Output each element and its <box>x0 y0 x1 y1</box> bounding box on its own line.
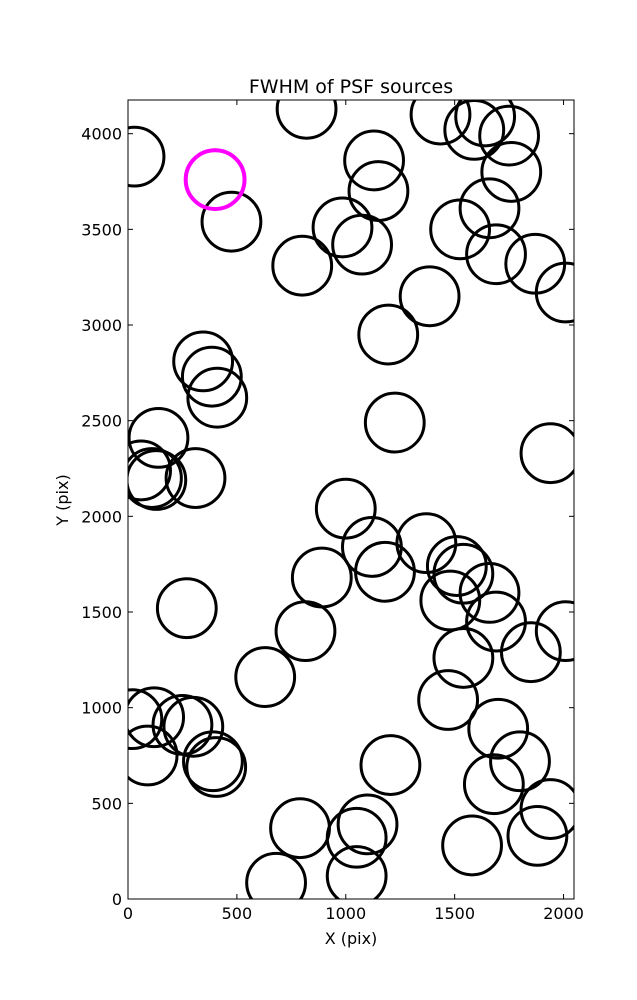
psf-source-marker <box>180 345 243 408</box>
psf-source-marker <box>274 600 337 663</box>
psf-source-marker <box>275 100 338 140</box>
y-tick-label: 1000 <box>81 699 122 718</box>
x-axis-label: X (pix) <box>325 929 378 948</box>
psf-source-marker <box>398 265 461 328</box>
psf-source-marker <box>164 447 227 509</box>
psf-source-marker <box>425 535 488 597</box>
psf-source-marker <box>331 213 394 276</box>
x-tick-label: 0 <box>123 904 133 923</box>
psf-source-marker <box>128 724 179 787</box>
psf-source-marker <box>363 391 426 454</box>
y-tick-label: 4000 <box>81 125 122 144</box>
psf-source-marker <box>395 512 458 575</box>
psf-source-marker <box>489 730 551 793</box>
psf-source-marker <box>343 129 405 192</box>
psf-source-marker <box>467 697 530 760</box>
psf-source-marker <box>290 546 353 609</box>
psf-source-marker <box>182 730 244 793</box>
psf-source-marker <box>234 646 297 708</box>
psf-source-marker <box>347 160 410 222</box>
y-tick-label: 2500 <box>81 412 122 431</box>
y-tick-label: 3500 <box>81 220 122 239</box>
psf-source-marker <box>506 804 569 867</box>
psf-source-marker <box>441 814 503 877</box>
x-tick-label: 500 <box>222 904 253 923</box>
y-tick-label: 1500 <box>81 603 122 622</box>
x-tick-label: 2000 <box>543 904 584 923</box>
psf-source-marker <box>325 845 388 899</box>
psf-source-marker <box>128 439 172 502</box>
psf-source-marker <box>185 736 248 798</box>
psf-source-marker <box>128 125 166 188</box>
psf-source-marker <box>245 851 307 899</box>
y-tick-label: 0 <box>112 890 122 909</box>
psf-source-marker <box>417 669 480 731</box>
psf-source-marker <box>128 688 164 751</box>
psf-source-marker <box>465 223 527 286</box>
psf-source-marker <box>128 407 190 469</box>
highlighted-source-marker <box>183 148 247 211</box>
psf-source-marker <box>186 366 249 429</box>
x-tick-label: 1500 <box>434 904 475 923</box>
psf-source-marker <box>465 590 527 653</box>
psf-source-marker <box>314 477 377 540</box>
x-tick-label: 1000 <box>325 904 366 923</box>
psf-source-marker <box>409 100 472 146</box>
psf-source-marker <box>200 190 263 253</box>
psf-source-marker <box>271 234 334 297</box>
y-axis-label: Y (pix) <box>53 474 72 526</box>
psf-source-marker <box>128 449 188 511</box>
psf-source-marker <box>357 303 420 366</box>
psf-source-marker <box>325 806 388 869</box>
psf-source-marker <box>128 686 186 749</box>
psf-source-marker <box>336 793 399 856</box>
psf-source-marker <box>519 778 574 840</box>
psf-source-marker <box>519 422 574 485</box>
psf-source-marker <box>311 196 374 259</box>
psf-source-marker <box>480 141 543 203</box>
psf-source-marker <box>429 198 492 261</box>
psf-source-marker <box>162 695 225 758</box>
y-axis: 0 500 1000 1500 2000 2500 3000 3500 4000 <box>81 125 574 909</box>
psf-source-marker <box>432 627 495 689</box>
psf-source-marker <box>155 577 218 640</box>
chart-title: FWHM of PSF sources <box>249 76 453 98</box>
psf-source-marker <box>128 447 183 509</box>
psf-source-marker <box>172 330 235 393</box>
y-tick-label: 500 <box>91 794 122 813</box>
y-tick-label: 2000 <box>81 507 122 526</box>
psf-source-marker <box>499 621 562 684</box>
psf-source-marker <box>359 734 422 796</box>
plot-marks <box>128 100 574 899</box>
psf-source-marker <box>534 261 574 324</box>
x-axis: 0 500 1000 1500 2000 <box>123 100 584 923</box>
psf-source-marker <box>462 753 525 816</box>
y-tick-label: 3000 <box>81 316 122 335</box>
psf-source-marker <box>458 561 521 624</box>
psf-source-marker <box>269 797 331 860</box>
psf-source-marker <box>454 100 517 148</box>
psf-source-marker <box>534 600 574 663</box>
psf-source-marker <box>354 540 416 603</box>
plot-frame <box>127 99 575 900</box>
psf-source-marker <box>478 104 541 167</box>
